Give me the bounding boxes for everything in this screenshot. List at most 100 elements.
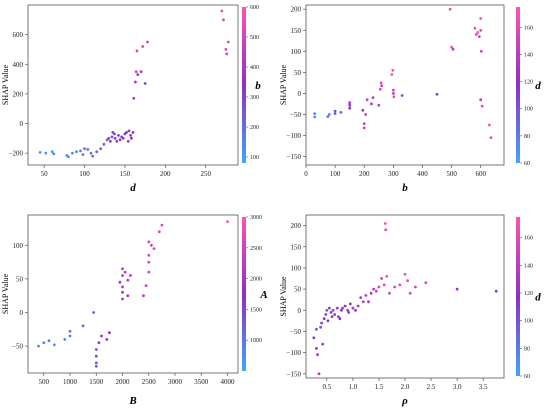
scatter-point [117, 134, 120, 137]
x-tick-label: 0.5 [322, 383, 331, 391]
scatter-point [341, 306, 344, 310]
scatter-point [474, 33, 478, 36]
scatter-point [121, 274, 124, 277]
scatter-point [135, 49, 139, 53]
scatter-point [331, 308, 335, 312]
x-tick-label: 3500 [194, 378, 209, 386]
scatter-point [385, 275, 389, 278]
scatter-point [129, 134, 133, 137]
x-tick-label: 1000 [63, 378, 78, 386]
scatter-point [108, 331, 111, 335]
scatter-point [479, 17, 483, 20]
scatter-point [134, 80, 137, 84]
scatter-point [364, 294, 368, 297]
y-tick-label: −50 [290, 111, 301, 119]
plot-frame [27, 214, 239, 374]
colorbar-tick-label: 400 [250, 65, 259, 71]
scatter-point [123, 270, 127, 274]
scatter-point [94, 354, 98, 358]
colorbar-tick-label: 140 [524, 263, 533, 269]
x-tick-label: 3.5 [479, 383, 488, 391]
colorbar-tick-label: 80 [524, 346, 530, 352]
scatter-point [157, 230, 161, 234]
y-tick-label: 50 [294, 286, 302, 294]
scatter-point [317, 372, 321, 376]
x-tick-label: 500 [446, 170, 457, 178]
colorbar-tick-label: 100 [524, 107, 533, 113]
scatter-point [479, 49, 483, 53]
colorbar-tick-label: 600 [250, 5, 259, 11]
scatter-point [113, 132, 116, 136]
scatter-point [435, 92, 439, 96]
y-tick-label: 100 [291, 264, 302, 272]
scatter-point [226, 220, 229, 224]
scatter-point [340, 308, 343, 312]
scatter-point [150, 243, 153, 247]
scatter-point [75, 150, 78, 154]
plot-frame [305, 4, 505, 166]
scatter-point [121, 267, 124, 271]
scatter-point [131, 131, 135, 134]
scatter-point [220, 9, 224, 13]
y-tick-label: −200 [9, 150, 24, 158]
scatter-point [392, 88, 395, 92]
x-tick-label: 1500 [89, 378, 104, 386]
scatter-point [81, 153, 85, 157]
scatter-point [224, 48, 228, 51]
scatter-point [326, 115, 330, 118]
scatter-point [144, 284, 148, 287]
y-tick-label: 400 [13, 61, 24, 69]
scatter-point [354, 308, 357, 312]
y-axis-label: SHAP Value [1, 64, 10, 105]
scatter-point [479, 98, 483, 102]
scatter-point [388, 291, 391, 295]
colorbar-tick-label: 100 [524, 319, 533, 325]
x-tick-label: 2500 [142, 378, 157, 386]
colorbar-tick-label: 2500 [250, 246, 262, 252]
colorbar-tick-label: 300 [250, 95, 259, 101]
scatter-point [312, 336, 316, 340]
x-tick-label: 150 [120, 170, 131, 178]
scatter-point [326, 319, 330, 323]
scatter-point [313, 112, 317, 115]
x-tick-label: 100 [79, 170, 90, 178]
y-tick-label: 200 [291, 6, 302, 14]
chart-panel-2: 0 100 200 300 400 500 600 −150 −100 −50 0 50 100 150 2… [279, 4, 541, 194]
scatter-point [143, 82, 147, 85]
x-tick-label: 600 [475, 170, 486, 178]
x-tick-label: 2.0 [401, 383, 410, 391]
scatter-point [384, 228, 388, 232]
chart-panel-3: 500 1000 1500 2000 2500 3000 3500 4000 −50 0 50 100… [1, 214, 268, 407]
scatter-point [380, 84, 384, 88]
scatter-point [71, 151, 74, 155]
x-tick-label: 200 [359, 170, 370, 178]
x-axis-label: ρ [401, 395, 408, 407]
scatter-point [379, 81, 383, 85]
scatter-point [79, 149, 82, 153]
scatter-point [359, 296, 363, 299]
colorbar-tick-label: 500 [250, 35, 259, 41]
scatter-point [333, 109, 337, 113]
scatter-point [348, 103, 352, 107]
x-tick-label: 1.0 [349, 383, 358, 391]
scatter-point [139, 70, 143, 74]
colorbar-label: A [259, 289, 267, 301]
scatter-point [477, 35, 481, 38]
y-tick-label: 0 [298, 90, 302, 98]
scatter-point [118, 280, 122, 284]
scatter-point [348, 302, 352, 306]
y-tick-label: 100 [291, 48, 302, 56]
scatter-point [382, 283, 386, 287]
x-axis-label: B [128, 395, 136, 407]
colorbar-tick-label: 140 [524, 52, 533, 58]
colorbar-tick-label: 2000 [250, 277, 262, 283]
colorbar-tick-label: 1000 [250, 338, 262, 344]
scatter-point [322, 317, 326, 321]
colorbar-tick-label: 60 [524, 161, 530, 167]
x-tick-label: 50 [41, 170, 49, 178]
y-tick-label: 0 [298, 307, 302, 315]
scatter-point [414, 285, 417, 289]
scatter-point [127, 129, 131, 133]
scatter-point [356, 304, 360, 308]
